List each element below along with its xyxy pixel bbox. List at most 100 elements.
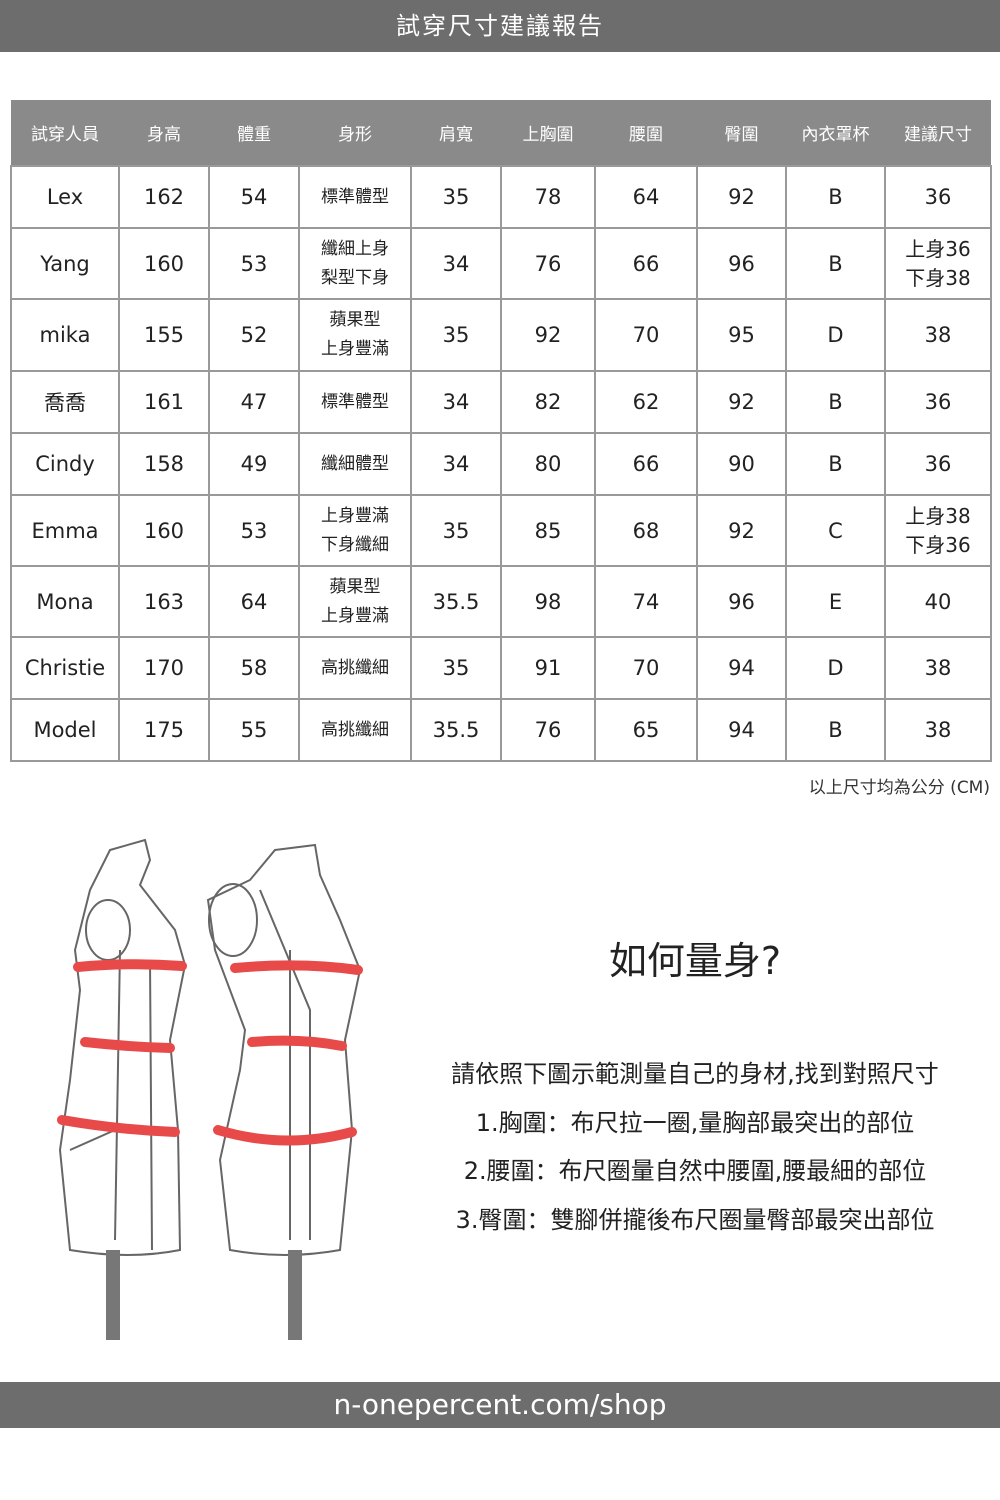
- table-cell: Lex: [10, 165, 120, 229]
- instruction-line: 1.胸圍：布尺拉一圈,量胸部最突出的部位: [475, 1108, 915, 1137]
- table-cell: 34: [410, 432, 502, 496]
- column-header: 內衣罩杯: [786, 100, 885, 166]
- table-cell: 40: [884, 565, 992, 638]
- instruction-line: 2.腰圍：布尺圈量自然中腰圍,腰最細的部位: [463, 1157, 927, 1185]
- table-cell: 標準體型: [298, 370, 412, 434]
- cell-line: 上身36: [905, 236, 971, 261]
- column-header: 腰圍: [595, 100, 697, 166]
- instruction-line: 3.臀圍：雙腳併攏後布尺圈量臀部最突出部位: [455, 1205, 935, 1234]
- cell-line: 上身豐滿: [321, 605, 389, 626]
- table-cell: 上身36 下身38: [884, 227, 992, 300]
- table-cell: D: [785, 636, 886, 700]
- table-cell: Emma: [10, 494, 120, 567]
- table-cell: 82: [500, 370, 596, 434]
- table-cell: B: [785, 370, 886, 434]
- stand-side: [288, 1250, 302, 1340]
- table-cell: 58: [208, 636, 300, 700]
- table-row: Mona 163 64 蘋果型 上身豐滿 35.5 98 74 96 E 40: [10, 565, 992, 638]
- table-cell: Yang: [10, 227, 120, 300]
- table-cell: 92: [696, 165, 787, 229]
- table-cell: 上身豐滿 下身纖細: [298, 494, 412, 567]
- table-cell: 92: [696, 370, 787, 434]
- cell-line: 纖細體型: [321, 453, 389, 474]
- table-cell: 標準體型: [298, 165, 412, 229]
- table-cell: 蘋果型 上身豐滿: [298, 298, 412, 372]
- table-row: Emma 160 53 上身豐滿 下身纖細 35 85 68 92 C 上身38 下身36: [10, 494, 992, 567]
- cell-line: 38: [924, 718, 952, 742]
- table-cell: 66: [594, 227, 698, 300]
- table-cell: 38: [884, 636, 992, 700]
- table-cell: 70: [594, 636, 698, 700]
- table-cell: 94: [696, 636, 787, 700]
- cell-line: 上身38: [905, 503, 971, 528]
- table-cell: Model: [10, 698, 120, 762]
- table-cell: 91: [500, 636, 596, 700]
- mannequin-front: [58, 838, 187, 1256]
- table-cell: 纖細上身 梨型下身: [298, 227, 412, 300]
- table-cell: B: [785, 165, 886, 229]
- table-cell: 70: [594, 298, 698, 372]
- mannequin-side: [206, 843, 362, 1256]
- shop-url-link[interactable]: n-onepercent.com/shop: [0, 1382, 1000, 1428]
- table-cell: Cindy: [10, 432, 120, 496]
- table-cell: mika: [10, 298, 120, 372]
- table-cell: 158: [118, 432, 210, 496]
- column-header: 建議尺寸: [885, 100, 991, 166]
- table-cell: 155: [118, 298, 210, 372]
- table-cell: 35.5: [410, 698, 502, 762]
- table-cell: 68: [594, 494, 698, 567]
- table-cell: 96: [696, 227, 787, 300]
- column-header: 上胸圍: [501, 100, 595, 166]
- table-cell: 160: [118, 227, 210, 300]
- cell-line: 標準體型: [321, 186, 389, 207]
- table-cell: 95: [696, 298, 787, 372]
- stand-front: [106, 1250, 120, 1340]
- cell-line: 上身豐滿: [321, 339, 389, 359]
- column-header: 臀圍: [697, 100, 786, 166]
- cell-line: 蘋果型: [329, 576, 381, 597]
- table-cell: 64: [594, 165, 698, 229]
- table-cell: 35: [410, 636, 502, 700]
- guide-instructions: 請依照下圖示範測量自己的身材,找到對照尺寸 1.胸圍：布尺拉一圈,量胸部最突出的…: [400, 1050, 990, 1244]
- table-cell: C: [785, 494, 886, 567]
- instruction-line: 請依照下圖示範測量自己的身材,找到對照尺寸: [451, 1060, 939, 1088]
- table-cell: 36: [884, 165, 992, 229]
- table-cell: 163: [118, 565, 210, 638]
- table-cell: 38: [884, 298, 992, 372]
- table-row: 喬喬 161 47 標準體型 34 82 62 92 B 36: [10, 370, 992, 434]
- cell-line: 下身纖細: [321, 534, 389, 555]
- table-cell: 47: [208, 370, 300, 434]
- table-cell: 76: [500, 227, 596, 300]
- column-header: 肩寬: [411, 100, 501, 166]
- column-header: 身高: [119, 100, 209, 166]
- cell-line: 蘋果型: [329, 310, 381, 330]
- measure-bands: [57, 959, 363, 1146]
- report-title: 試穿尺寸建議報告: [0, 0, 1000, 52]
- table-cell: 上身38 下身36: [884, 494, 992, 567]
- table-row: mika 155 52 蘋果型 上身豐滿 35 92 70 95 D 38: [10, 298, 992, 372]
- table-cell: D: [785, 298, 886, 372]
- table-cell: Mona: [10, 565, 120, 638]
- column-header: 試穿人員: [11, 100, 119, 166]
- table-cell: 65: [594, 698, 698, 762]
- cell-line: 38: [924, 323, 952, 347]
- table-cell: 53: [208, 227, 300, 300]
- table-cell: 92: [696, 494, 787, 567]
- table-cell: 66: [594, 432, 698, 496]
- table-cell: 85: [500, 494, 596, 567]
- table-row: Model 175 55 高挑纖細 35.5 76 65 94 B 38: [10, 698, 992, 762]
- table-cell: 52: [208, 298, 300, 372]
- table-cell: 90: [696, 432, 787, 496]
- mannequin-illustration: [57, 838, 363, 1340]
- table-cell: 62: [594, 370, 698, 434]
- table-cell: 64: [208, 565, 300, 638]
- unit-note: 以上尺寸均為公分 (CM): [808, 778, 990, 798]
- table-cell: 80: [500, 432, 596, 496]
- cell-line: 纖細上身: [321, 238, 389, 259]
- table-cell: 92: [500, 298, 596, 372]
- table-cell: 49: [208, 432, 300, 496]
- cell-line: 下身38: [905, 265, 971, 290]
- cell-line: 40: [924, 589, 952, 614]
- table-cell: B: [785, 698, 886, 762]
- table-header: 試穿人員 身高 體重 身形 肩寬 上胸圍 腰圍 臀圍 內衣罩杯 建議尺寸: [11, 100, 991, 166]
